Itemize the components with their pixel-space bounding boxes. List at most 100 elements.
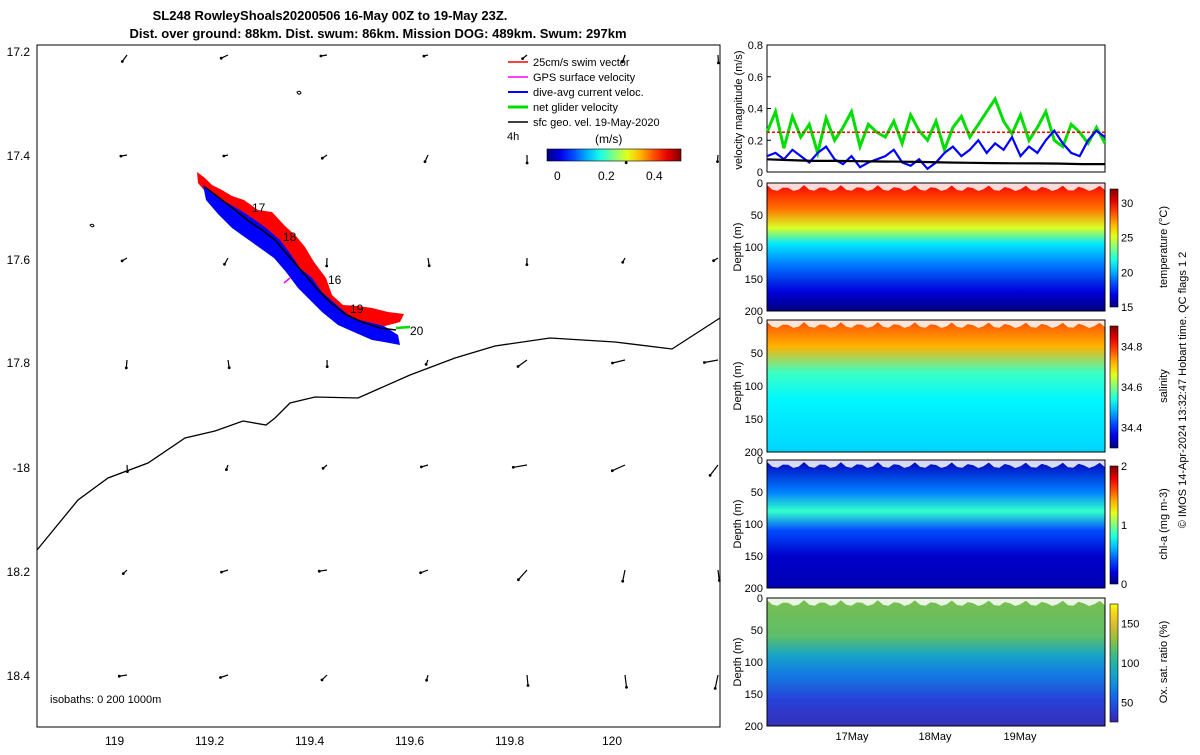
legend-label-sfc: sfc geo. vel. 19-May-2020 xyxy=(533,117,660,129)
geo-arrowhead-44 xyxy=(219,676,222,679)
map-y-tick-3: 17.8 xyxy=(7,356,31,370)
geo-arrowhead-5 xyxy=(521,57,524,60)
section-2-ylabel: Depth (m) xyxy=(732,500,744,549)
geo-arrowhead-31 xyxy=(322,467,325,470)
geo-arrowhead-8 xyxy=(120,155,123,158)
section-3-cbar-tick-2: 150 xyxy=(1121,619,1139,631)
geo-arrowhead-40 xyxy=(517,578,520,581)
section-0-y-tick-3: 150 xyxy=(745,274,763,286)
map-y-tick-1: 17.4 xyxy=(7,149,31,163)
velocity-y-tick-4: 0.8 xyxy=(748,40,763,52)
geo-arrowhead-17 xyxy=(325,265,328,268)
geo-arrowhead-41 xyxy=(621,580,624,583)
section-0-cbar-tick-2: 25 xyxy=(1121,233,1133,245)
section-2-cbar-tick-0: 0 xyxy=(1121,579,1127,591)
section-2-cbar-tick-1: 1 xyxy=(1121,520,1127,532)
geo-arrowhead-7 xyxy=(717,62,720,65)
map-x-tick-5: 120 xyxy=(602,734,622,748)
section-x-tick-0: 17May xyxy=(835,731,869,743)
section-2-y-tick-0: 0 xyxy=(757,455,763,467)
section-3-y-tick-3: 150 xyxy=(745,689,763,701)
title-line1: SL248 RowleyShoals20200506 16-May 00Z to… xyxy=(153,8,508,23)
velocity-y-tick-2: 0.4 xyxy=(748,104,763,116)
day-label-20: 20 xyxy=(410,324,424,338)
velocity-y-tick-1: 0.2 xyxy=(748,135,763,147)
legend-label-swim: 25cm/s swim vector xyxy=(533,57,630,69)
section-3-y-tick-0: 0 xyxy=(757,593,763,605)
section-0-y-tick-1: 50 xyxy=(751,210,763,222)
four-hour-label: 4h xyxy=(507,131,519,143)
isobaths-label: isobaths: 0 200 1000m xyxy=(50,694,161,706)
map-y-tick-2: 17.6 xyxy=(7,253,31,267)
section-1-cbar-tick-1: 34.6 xyxy=(1121,382,1142,394)
section-field-2 xyxy=(767,460,1105,588)
geo-arrowhead-23 xyxy=(228,366,231,369)
colorbar-unit: (m/s) xyxy=(595,132,622,146)
geo-arrowhead-16 xyxy=(223,263,226,266)
section-1-y-tick-1: 50 xyxy=(751,348,763,360)
section-1-ylabel: Depth (m) xyxy=(732,362,744,411)
geo-arrowhead-37 xyxy=(220,571,223,574)
day-label-16: 16 xyxy=(328,273,342,287)
geo-arrowhead-43 xyxy=(118,675,121,678)
geo-arrowhead-28 xyxy=(703,361,706,364)
section-0-cbar-tick-3: 30 xyxy=(1121,198,1133,210)
geo-arrowhead-33 xyxy=(512,466,515,469)
geo-arrowhead-45 xyxy=(321,679,324,682)
section-field-3 xyxy=(767,598,1105,726)
map-x-tick-1: 119.2 xyxy=(195,734,224,748)
section-field-0 xyxy=(767,183,1105,311)
map-y-tick-6: 18.4 xyxy=(7,669,31,683)
section-x-tick-1: 18May xyxy=(918,731,952,743)
geo-arrowhead-19 xyxy=(526,263,529,266)
section-2-clabel: chl-a (mg m-3) xyxy=(1158,488,1170,560)
section-2-y-tick-3: 150 xyxy=(745,551,763,563)
section-0-y-tick-0: 0 xyxy=(757,178,763,190)
geo-arrowhead-1 xyxy=(121,60,124,63)
velocity-panel: 00.20.40.60.8 velocity magnitude (m/s) xyxy=(733,40,1105,179)
map-x-tick-0: 119 xyxy=(105,734,124,748)
section-1-clabel: salinity xyxy=(1158,369,1170,403)
geo-arrowhead-10 xyxy=(321,157,324,160)
section-3-cbar-tick-0: 50 xyxy=(1121,697,1133,709)
geo-arrowhead-26 xyxy=(517,365,520,368)
map-frame xyxy=(37,45,720,727)
geo-arrowhead-47 xyxy=(527,684,530,687)
section-0-y-tick-2: 100 xyxy=(745,242,763,254)
map-colorbar xyxy=(547,149,681,161)
section-1-cbar-tick-2: 34.8 xyxy=(1121,341,1142,353)
legend-label-net: net glider velocity xyxy=(533,102,618,114)
geo-arrowhead-25 xyxy=(425,363,428,366)
section-2-y-tick-1: 50 xyxy=(751,487,763,499)
geo-arrowhead-34 xyxy=(611,469,614,472)
velocity-ylabel: velocity magnitude (m/s) xyxy=(733,50,745,169)
section-1-y-tick-3: 150 xyxy=(745,414,763,426)
section-3-colorbar xyxy=(1110,604,1118,722)
day-label-19: 19 xyxy=(350,302,364,316)
legend-label-current: dive-avg current veloc. xyxy=(533,87,644,99)
map-x-tick-4: 119.8 xyxy=(495,734,524,748)
day-label-18: 18 xyxy=(283,230,297,244)
section-2-colorbar xyxy=(1110,466,1118,584)
geo-arrowhead-39 xyxy=(419,571,422,574)
section-3-y-tick-2: 100 xyxy=(745,657,763,669)
day-label-17: 17 xyxy=(252,201,266,215)
legend-label-gps: GPS surface velocity xyxy=(533,72,636,84)
map-cbar-tick-2: 0.4 xyxy=(646,169,663,183)
section-0-colorbar xyxy=(1110,189,1118,307)
section-1-colorbar xyxy=(1110,326,1118,448)
geo-arrowhead-11 xyxy=(424,160,427,163)
geo-arrowhead-12 xyxy=(526,162,529,165)
section-2-y-tick-2: 100 xyxy=(745,519,763,531)
map-y-tick-5: 18.2 xyxy=(7,565,31,579)
map-x-tick-2: 119.4 xyxy=(295,734,324,748)
geo-arrowhead-9 xyxy=(222,155,225,158)
geo-arrowhead-48 xyxy=(625,686,628,689)
title-line2: Dist. over ground: 88km. Dist. swum: 86k… xyxy=(129,26,626,41)
geo-arrowhead-20 xyxy=(621,261,624,264)
geo-arrowhead-21 xyxy=(712,259,715,262)
